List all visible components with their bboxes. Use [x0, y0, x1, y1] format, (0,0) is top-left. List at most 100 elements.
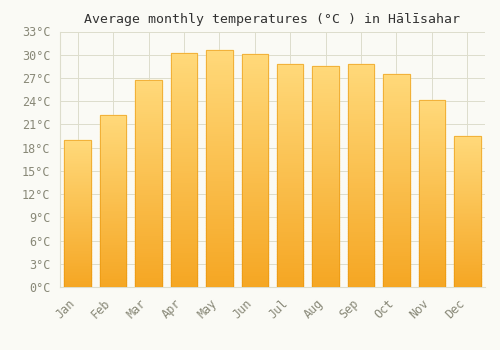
Bar	[312, 123, 339, 125]
Bar	[170, 252, 197, 254]
Bar	[206, 88, 233, 90]
Bar	[100, 184, 126, 186]
Bar	[277, 164, 303, 167]
Bar	[348, 222, 374, 225]
Bar	[206, 117, 233, 119]
Bar	[242, 117, 268, 119]
Bar	[277, 253, 303, 256]
Bar	[454, 233, 480, 234]
Bar	[242, 182, 268, 184]
Bar	[418, 136, 445, 138]
Bar	[64, 260, 91, 262]
Bar	[206, 256, 233, 259]
Bar	[454, 186, 480, 187]
Bar	[64, 272, 91, 274]
Bar	[348, 256, 374, 258]
Bar	[170, 67, 197, 70]
Bar	[454, 181, 480, 183]
Bar	[100, 247, 126, 249]
Bar	[242, 205, 268, 208]
Bar	[136, 144, 162, 146]
Bar	[277, 75, 303, 77]
Bar	[170, 198, 197, 201]
Bar	[277, 111, 303, 113]
Bar	[277, 220, 303, 222]
Bar	[277, 108, 303, 111]
Bar	[100, 280, 126, 282]
Bar	[418, 231, 445, 233]
Bar	[418, 121, 445, 123]
Bar	[454, 153, 480, 154]
Bar	[136, 108, 162, 111]
Bar	[454, 199, 480, 201]
Bar	[383, 268, 409, 270]
Bar	[206, 112, 233, 114]
Bar	[206, 135, 233, 138]
Bar	[242, 149, 268, 152]
Bar	[170, 266, 197, 268]
Bar	[277, 198, 303, 200]
Bar	[454, 172, 480, 174]
Bar	[170, 264, 197, 266]
Bar	[242, 63, 268, 65]
Bar	[242, 275, 268, 278]
Bar	[170, 137, 197, 140]
Bar	[312, 110, 339, 112]
Bar	[136, 82, 162, 84]
Bar	[277, 207, 303, 209]
Bar	[64, 174, 91, 175]
Bar	[64, 158, 91, 159]
Bar	[242, 72, 268, 75]
Bar	[242, 147, 268, 149]
Bar	[454, 218, 480, 219]
Bar	[383, 183, 409, 185]
Bar	[100, 158, 126, 160]
Bar	[454, 267, 480, 269]
Bar	[170, 84, 197, 86]
Bar	[418, 209, 445, 210]
Bar	[418, 253, 445, 255]
Bar	[418, 199, 445, 201]
Bar	[170, 217, 197, 219]
Bar	[454, 261, 480, 263]
Bar	[136, 208, 162, 210]
Bar	[206, 242, 233, 244]
Bar	[170, 247, 197, 250]
Bar	[312, 272, 339, 274]
Bar	[312, 94, 339, 97]
Bar	[242, 184, 268, 187]
Bar	[312, 207, 339, 210]
Bar	[206, 57, 233, 60]
Bar	[277, 214, 303, 216]
Bar	[100, 117, 126, 119]
Bar	[136, 198, 162, 200]
Bar	[242, 240, 268, 243]
Bar	[348, 240, 374, 243]
Bar	[277, 144, 303, 147]
Bar	[418, 222, 445, 224]
Bar	[312, 210, 339, 212]
Bar	[312, 170, 339, 172]
Bar	[418, 265, 445, 266]
Bar	[348, 138, 374, 140]
Bar	[418, 274, 445, 276]
Bar	[312, 285, 339, 287]
Bar	[136, 183, 162, 186]
Bar	[454, 189, 480, 190]
Bar	[454, 148, 480, 149]
Bar	[242, 168, 268, 170]
Bar	[136, 210, 162, 212]
Bar	[383, 234, 409, 236]
Bar	[170, 161, 197, 163]
Bar	[136, 131, 162, 133]
Bar	[312, 185, 339, 187]
Bar	[170, 149, 197, 152]
Bar	[64, 224, 91, 225]
Bar	[64, 274, 91, 275]
Bar	[136, 216, 162, 218]
Bar	[170, 159, 197, 161]
Bar	[418, 280, 445, 281]
Bar	[383, 210, 409, 212]
Bar	[348, 153, 374, 155]
Bar	[136, 79, 162, 287]
